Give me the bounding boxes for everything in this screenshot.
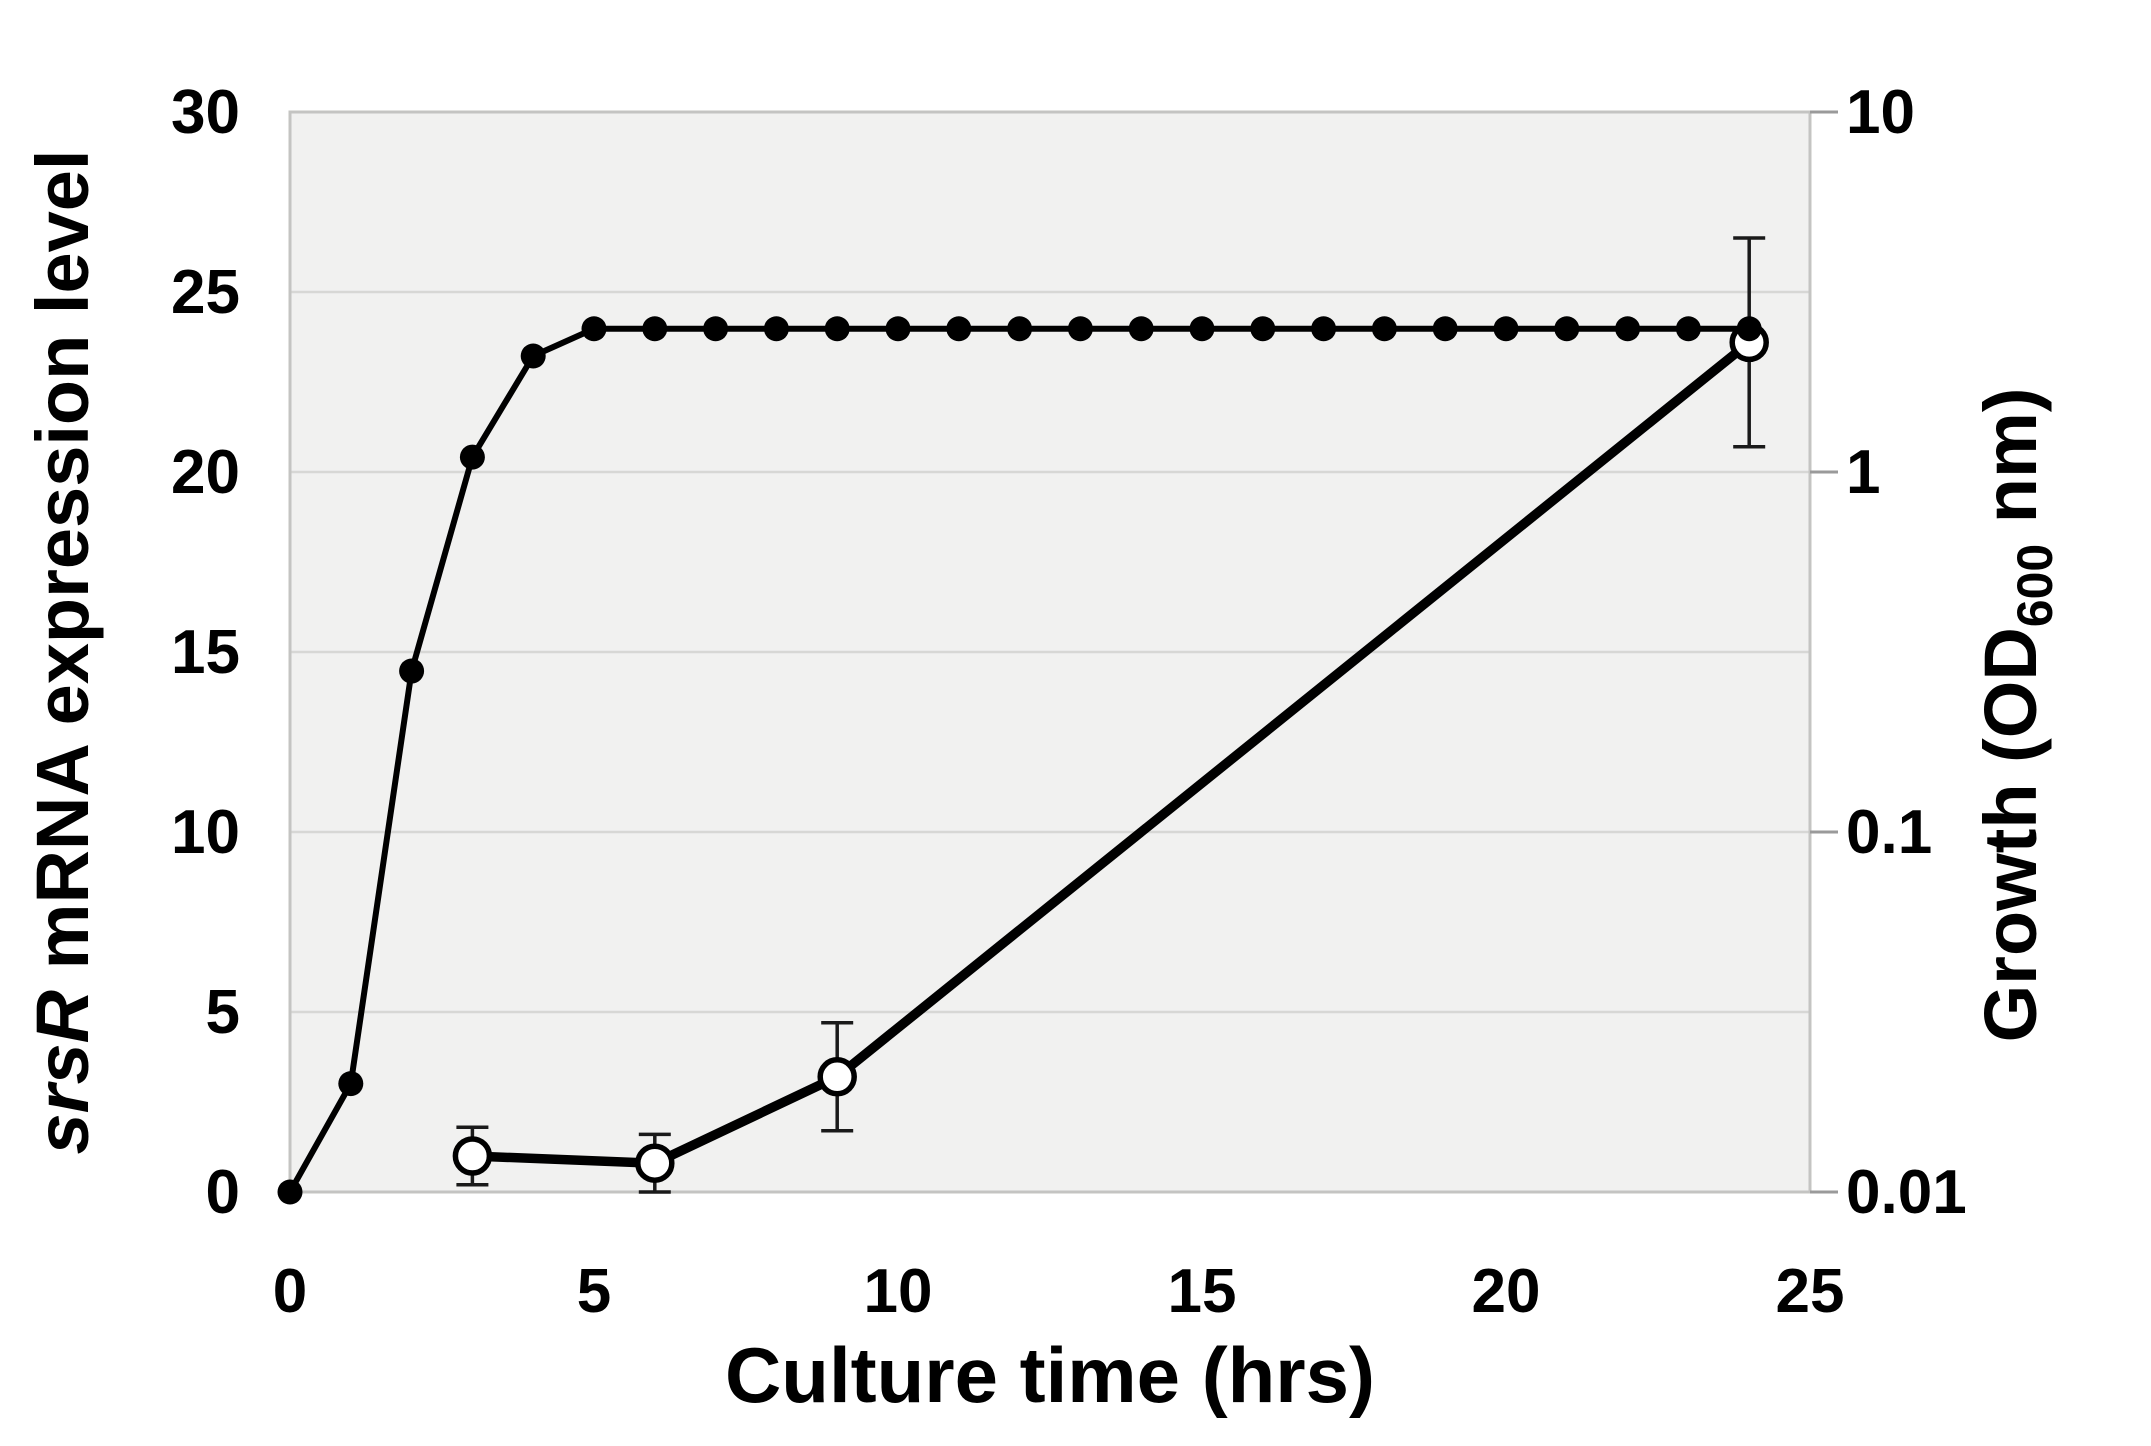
growth-data-point bbox=[1189, 316, 1215, 342]
growth-data-point bbox=[520, 343, 546, 369]
growth-data-point bbox=[1432, 316, 1458, 342]
growth-data-point bbox=[459, 444, 485, 470]
left-axis-tick-label: 30 bbox=[171, 78, 240, 147]
mrna-data-point bbox=[452, 1136, 493, 1176]
growth-data-point bbox=[1554, 316, 1580, 342]
right-axis-tick-label: 10 bbox=[1846, 78, 1915, 147]
right-axis-title-part: 600 bbox=[2007, 544, 2063, 627]
right-axis-tick-label: 0.01 bbox=[1846, 1158, 1967, 1227]
growth-data-point bbox=[763, 316, 789, 342]
left-axis-tick-label: 25 bbox=[171, 258, 240, 327]
growth-data-point bbox=[642, 316, 668, 342]
x-axis-tick-label: 25 bbox=[1776, 1257, 1845, 1326]
growth-data-point bbox=[1311, 316, 1337, 342]
mrna-data-point bbox=[635, 1143, 675, 1183]
growth-data-point bbox=[581, 316, 607, 342]
left-axis-tick-label: 15 bbox=[171, 618, 240, 687]
right-axis-title: Growth (OD600 nm) bbox=[1969, 388, 2063, 1043]
right-axis-tick-label: 1 bbox=[1846, 438, 1880, 507]
left-axis-title-part: mRNA expression level bbox=[21, 150, 104, 990]
right-axis-title-part: nm) bbox=[1969, 388, 2052, 544]
growth-data-point bbox=[1067, 316, 1093, 342]
growth-data-point bbox=[703, 316, 729, 342]
growth-data-point bbox=[1736, 316, 1762, 342]
left-axis-tick-label: 10 bbox=[171, 798, 240, 867]
x-axis-title: Culture time (hrs) bbox=[725, 1331, 1375, 1419]
left-axis-tick-label: 20 bbox=[171, 438, 240, 507]
growth-data-point bbox=[1371, 316, 1397, 342]
mrna-series-line bbox=[472, 338, 1753, 1168]
x-axis-tick-label: 5 bbox=[577, 1257, 611, 1326]
growth-data-point bbox=[1615, 316, 1641, 342]
x-axis-tick-label: 20 bbox=[1472, 1257, 1541, 1326]
growth-data-point bbox=[885, 316, 911, 342]
mrna-data-point bbox=[817, 1057, 857, 1097]
left-axis-tick-label: 5 bbox=[206, 978, 240, 1047]
x-axis-tick-label: 15 bbox=[1168, 1257, 1237, 1326]
right-axis-tick-label: 0.1 bbox=[1846, 798, 1932, 867]
growth-data-point bbox=[1007, 316, 1033, 342]
growth-data-point bbox=[277, 1179, 303, 1205]
growth-data-point bbox=[824, 316, 850, 342]
growth-data-point bbox=[1250, 316, 1276, 342]
growth-data-point bbox=[338, 1071, 364, 1097]
x-axis-tick-label: 10 bbox=[864, 1257, 933, 1326]
growth-data-point bbox=[1128, 316, 1154, 342]
right-axis-title-part: Growth (OD bbox=[1969, 627, 2052, 1042]
growth-data-point bbox=[1675, 316, 1701, 342]
growth-data-point bbox=[399, 658, 425, 684]
growth-data-point bbox=[946, 316, 972, 342]
left-axis-title: srsR mRNA expression level bbox=[21, 150, 104, 1155]
left-axis-tick-label: 0 bbox=[206, 1158, 240, 1227]
plot-border bbox=[288, 110, 1812, 1194]
x-axis-tick-label: 0 bbox=[273, 1257, 307, 1326]
left-axis-title-part: srsR bbox=[21, 990, 104, 1155]
growth-data-point bbox=[1493, 316, 1519, 342]
